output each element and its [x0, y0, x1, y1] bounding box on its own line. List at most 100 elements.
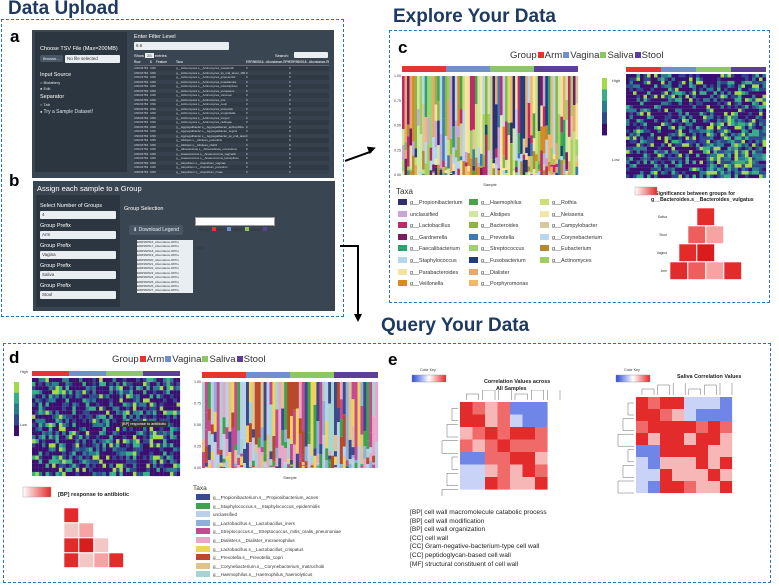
sample-item[interactable]: ERR960519_Abundance-RPKs — [137, 253, 193, 258]
file-input[interactable]: No file selected — [65, 55, 120, 63]
bar-segment-d — [275, 382, 279, 410]
heat-cell-d — [106, 382, 110, 387]
sample-item[interactable]: ERR960521_Abundance-RPKs — [137, 262, 193, 267]
table-row[interactable]: UNK04763UNK047651g__Atopobium s__Atopobi… — [134, 165, 329, 170]
signif-cell-d — [93, 552, 109, 568]
group-prefix-input[interactable]: Saliva — [40, 271, 116, 279]
heat-cell-c — [724, 136, 728, 140]
heat-cell-c — [727, 119, 732, 123]
input-option-1[interactable]: ○ Biolattery — [40, 80, 61, 85]
sample-item[interactable]: ERR960517_Abundance-RPKs — [137, 244, 193, 249]
corr-cell-saliva — [672, 445, 685, 458]
table-row[interactable]: UNK04763UNK047644g__Aggregatibacter s__A… — [134, 133, 329, 138]
table-row[interactable]: UNK04763UNK047630g__Actinomyces s__Actin… — [134, 70, 329, 75]
heat-cell-d — [163, 431, 167, 436]
heat-cell-d — [79, 390, 83, 395]
table-row[interactable]: UNK04763UNK047650g__Atopobium s__Atopobi… — [134, 160, 329, 165]
table-row[interactable]: UNK04763UNK047639g__Actinomyces s__Actin… — [134, 111, 329, 116]
heat-cell-c — [699, 164, 704, 168]
sample-item[interactable]: ERR960523_Abundance-RPKs — [137, 270, 193, 276]
bar-segment-d — [339, 399, 343, 420]
heat-cell-c — [706, 164, 711, 168]
table-row[interactable]: UNK04763UNK047633g__Actinomyces s__Actin… — [134, 84, 329, 89]
filter-input[interactable]: 6.6 — [134, 42, 229, 50]
heat-cell-c — [699, 143, 704, 147]
heat-cell-d — [139, 447, 144, 452]
heat-cell-c — [710, 115, 714, 120]
heat-cell-d — [69, 382, 73, 387]
heat-cell-c — [633, 126, 637, 130]
table-row[interactable]: UNK04763UNK047636g__Actinomyces s__Actin… — [134, 97, 329, 102]
sample-item[interactable]: ERR960518_Abundance-RPKs — [137, 248, 193, 254]
table-row[interactable]: UNK04763UNK047642g__Aggregatibacter s__A… — [134, 124, 329, 129]
heat-cell-c — [745, 126, 749, 130]
heat-cell-c — [727, 139, 732, 144]
sample-item[interactable]: ERR960522_Abundance-RPKs — [137, 266, 193, 271]
input-option-2[interactable]: ● Edit — [40, 86, 51, 91]
group-prefix-input[interactable]: Arm — [40, 231, 116, 239]
heat-cell-d — [85, 455, 90, 460]
table-row[interactable]: UNK04763UNK047645g__Alistipes s__Alistip… — [134, 138, 329, 143]
heat-cell-d — [176, 422, 181, 428]
heat-cell-d — [146, 447, 150, 452]
table-row[interactable]: UNK04763UNK047640g__Actinomyces s__Actin… — [134, 115, 329, 120]
search-input[interactable] — [294, 52, 328, 58]
sample-item[interactable]: ERR960520_Abundance-RPKs — [137, 257, 193, 263]
heat-cell-c — [762, 91, 767, 95]
group-prefix-input[interactable]: Vagina — [40, 251, 116, 259]
heat-cell-d — [169, 382, 174, 387]
heat-cell-c — [731, 119, 735, 123]
table-row[interactable]: UNK04763UNK047641g__Actinomyces s__Actin… — [134, 120, 329, 125]
bar-segment-d — [222, 458, 226, 463]
num-groups-input[interactable]: 4 — [40, 211, 116, 219]
table-row[interactable]: UNK04763UNK047649g__Anaerococcus s__Anae… — [134, 156, 329, 161]
sample-item[interactable]: ERR960527_Abundance-RPKs — [137, 288, 193, 293]
show-select[interactable]: 25 — [145, 53, 154, 58]
bar-segment-c — [447, 168, 450, 175]
heat-cell-d — [156, 435, 160, 440]
bar-segment-c — [477, 154, 481, 163]
table-row[interactable]: UNK04763UNK047648g__Anaerococcus s__Anae… — [134, 151, 329, 156]
heat-cell-d — [129, 410, 134, 415]
download-legend-button[interactable]: ⬇ Download Legend — [129, 225, 183, 235]
heat-cell-c — [689, 171, 693, 175]
heat-cell-d — [156, 459, 160, 464]
sample-item[interactable]: ERR960524_Abundance-RPKs — [137, 275, 193, 280]
heat-cell-d — [85, 443, 90, 448]
bar-segment-c — [520, 76, 523, 154]
sample-item[interactable]: ERR960525_Abundance-RPKs — [137, 279, 193, 285]
corr-cell-all — [497, 427, 511, 440]
bar-segment-c — [555, 167, 559, 173]
heat-cell-c — [745, 77, 749, 82]
heat-colorbar-d — [14, 392, 19, 404]
heat-cell-d — [153, 463, 157, 468]
table-row[interactable]: UNK04763UNK047637g__Actinomyces s__Actin… — [134, 102, 329, 107]
bar-segment-c — [532, 170, 536, 175]
table-row[interactable]: UNK04763UNK047638g__Actinomyces s__Actin… — [134, 106, 329, 111]
heat-cell-d — [42, 406, 46, 411]
sample-dataset-option[interactable]: ● Try a Sample Dataset! — [40, 109, 94, 115]
heat-cell-d — [149, 398, 154, 403]
arrow-to-query-head — [353, 314, 362, 322]
heat-cell-d — [156, 390, 160, 395]
table-row[interactable]: UNK04763UNK047631g__Actinomyces s__Actin… — [134, 75, 329, 80]
sample-item[interactable]: ERR960526_Abundance-RPKs — [137, 284, 193, 289]
table-row[interactable]: UNK04763UNK047635g__Actinomyces s__Actin… — [134, 93, 329, 98]
corr-cell-all — [460, 452, 473, 465]
table-row[interactable]: UNK04763UNK047634g__Actinomyces s__Actin… — [134, 88, 329, 93]
table-row[interactable]: UNK04763UNK047632g__Actinomyces s__Actin… — [134, 79, 329, 84]
table-row[interactable]: UNK04763UNK047629g__Actinomyces s__Actin… — [134, 66, 329, 71]
bar-segment-c — [535, 76, 538, 155]
browse-button[interactable]: Browse... — [40, 55, 63, 62]
table-row[interactable]: UNK04763UNK047643g__Aggregatibacter s__A… — [134, 129, 329, 134]
table-row[interactable]: UNK04763UNK047646g__Alistipes s__Alistip… — [134, 142, 329, 147]
sample-item[interactable]: ERR960516_Abundance-RPKs — [137, 240, 193, 245]
bar-segment-c — [439, 170, 443, 172]
heat-cell-c — [689, 160, 693, 165]
separator-option[interactable]: ○ Tab — [40, 102, 50, 107]
heat-cell-d — [48, 443, 53, 448]
table-row[interactable]: UNK04763UNK047652g__Atopobium s__Atopobi… — [134, 169, 329, 174]
table-row[interactable]: UNK04763UNK047647g__Alloscardovia s__All… — [134, 147, 329, 152]
group-prefix-input[interactable]: Stool — [40, 291, 116, 299]
heat-cell-d — [126, 410, 130, 415]
